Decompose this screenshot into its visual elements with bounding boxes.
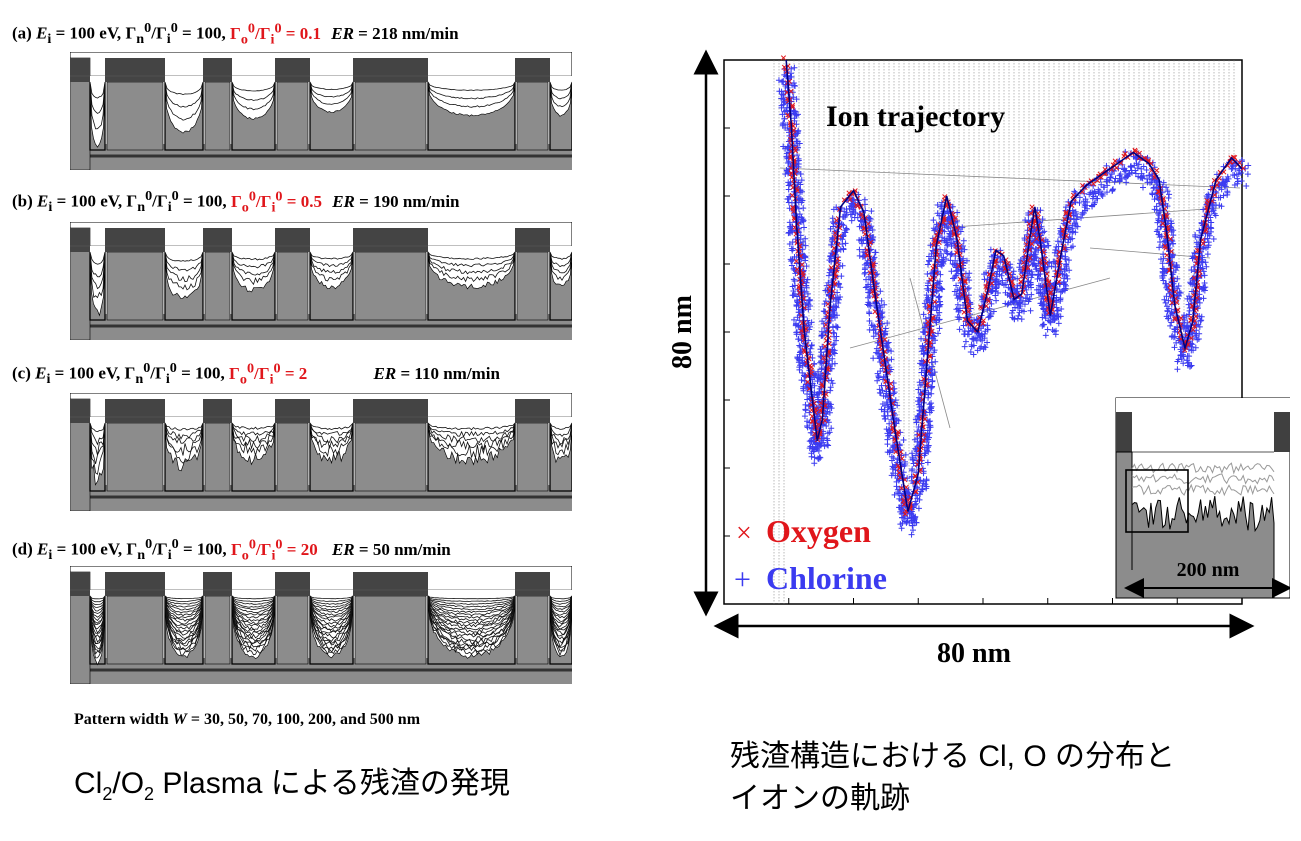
panel-b-label: (b) Ei = 100 eV, Γn0/Γi0 = 100, Γo0/Γi0 …: [12, 188, 460, 216]
caption-right: 残渣構造における Cl, O の分布と イオンの軌跡: [730, 736, 1175, 820]
inset-scale-label: 200 nm: [1177, 559, 1240, 581]
panel-a-label: (a) Ei = 100 eV, Γn0/Γi0 = 100, Γo0/Γi0 …: [12, 20, 459, 48]
etch-surface-line: [785, 59, 1243, 512]
legend-oxygen-label: Oxygen: [766, 513, 871, 549]
panel-d-label: (d) Ei = 100 eV, Γn0/Γi0 = 100, Γo0/Γi0 …: [12, 536, 451, 564]
caption-right-line-1: 残渣構造における Cl, O の分布と: [730, 740, 1176, 773]
inset-mask-right: [1274, 412, 1290, 452]
inset-mask-left: [1116, 412, 1132, 452]
axis-ticks: [724, 127, 1178, 604]
panel-b-plot: [70, 222, 572, 340]
inset-zoom-box: [1125, 469, 1189, 533]
panel-c-label: (c) Ei = 100 eV, Γn0/Γi0 = 100, Γo0/Γi0 …: [12, 360, 500, 388]
caption-left: Cl2/O2 Plasma による残渣の発現: [74, 767, 510, 804]
y-axis-label: 80 nm: [667, 295, 698, 369]
panel-c-plot: [70, 393, 572, 511]
pattern-width-caption: Pattern width W = 30, 50, 70, 100, 200, …: [74, 711, 421, 728]
panel-a-plot: [70, 52, 572, 170]
panel-d-plot: [70, 566, 572, 684]
legend: × Oxygen + Chlorine: [734, 513, 887, 596]
figure-title: Ion trajectory: [826, 100, 1005, 133]
caption-right-line-2: イオンの軌跡: [730, 782, 910, 815]
inset-figure: 200 nm: [1115, 397, 1290, 599]
right-figure: Ion trajectory 80 nm 80 nm × Oxygen + Ch…: [667, 49, 1290, 669]
legend-chlorine-marker: +: [734, 563, 751, 596]
inset-substrate: [1115, 451, 1275, 599]
legend-oxygen-marker: ×: [736, 518, 752, 549]
legend-chlorine-label: Chlorine: [766, 560, 887, 596]
x-axis-label: 80 nm: [937, 638, 1011, 669]
